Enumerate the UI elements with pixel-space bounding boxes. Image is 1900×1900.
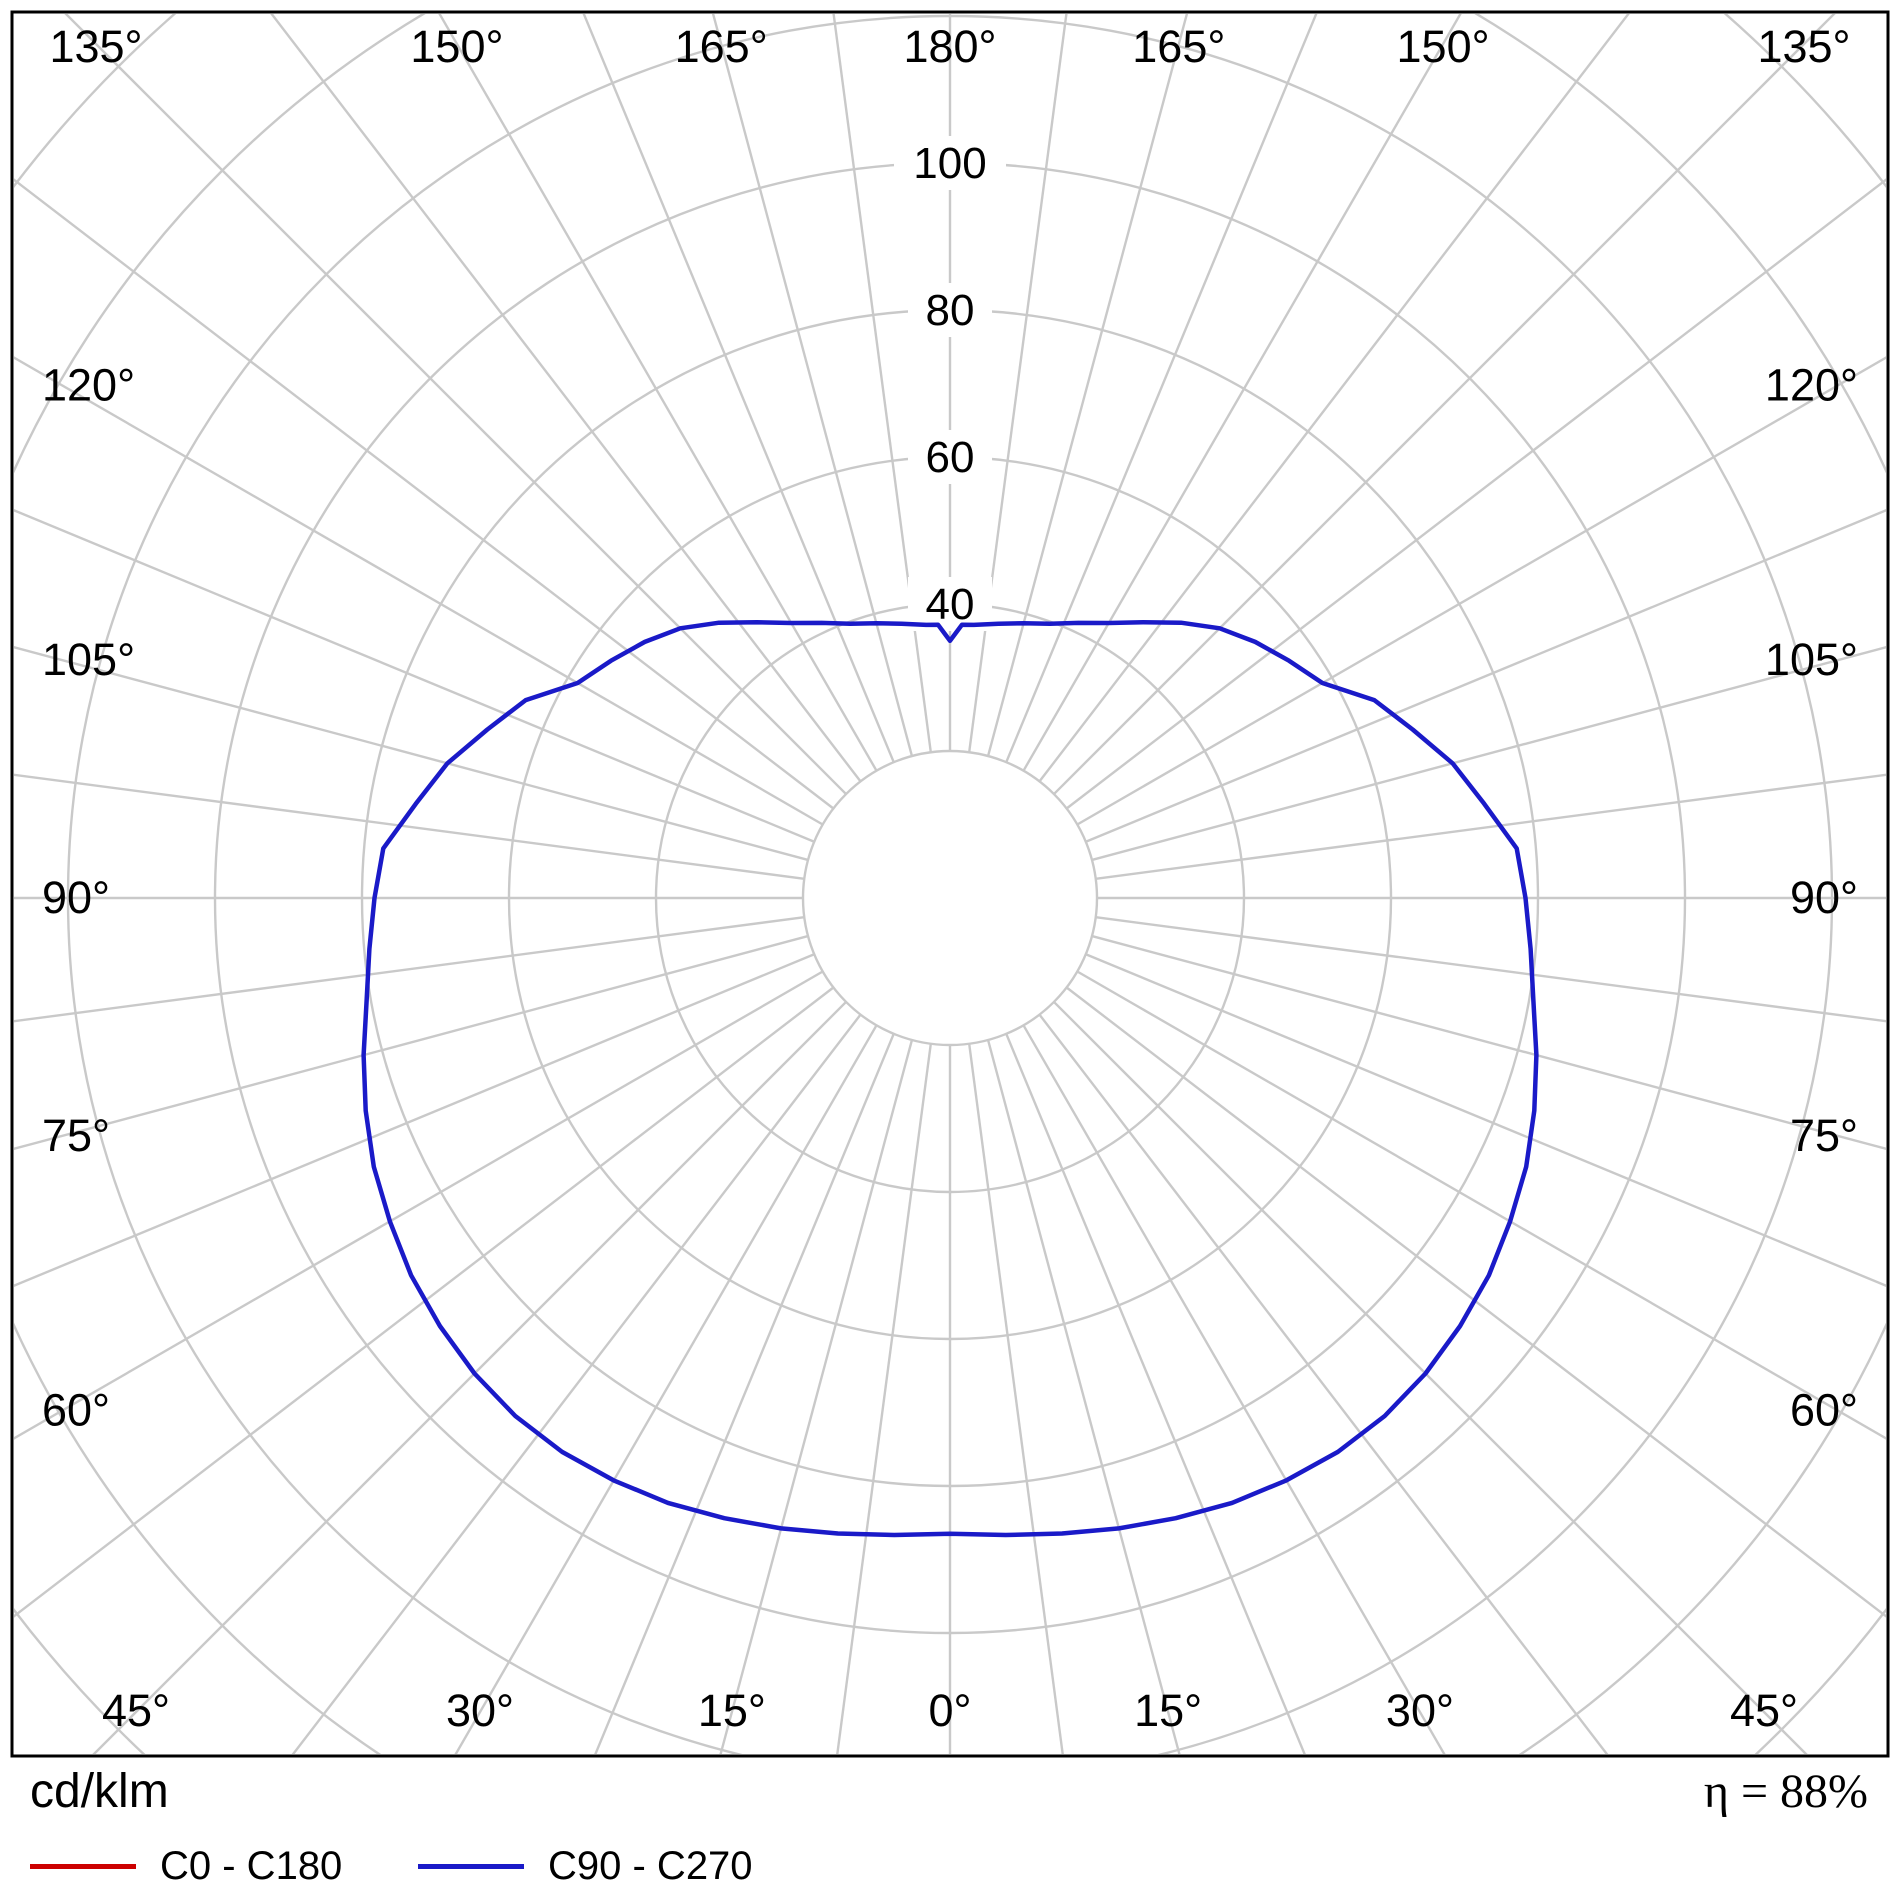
svg-text:80: 80	[926, 286, 975, 335]
legend-line-c90-c270-icon	[418, 1863, 524, 1869]
ring-label-backgrounds	[894, 136, 1006, 631]
svg-text:60°: 60°	[42, 1385, 110, 1436]
efficiency-label: η = 88%	[1703, 1765, 1868, 1818]
legend-item-c0-c180: C0 - C180	[30, 1840, 342, 1892]
svg-text:100: 100	[913, 139, 986, 188]
svg-text:45°: 45°	[1730, 1685, 1798, 1736]
curve-c90-c270	[361, 619, 1539, 1538]
legend-line-c0-c180-icon	[30, 1863, 136, 1869]
svg-text:40: 40	[926, 580, 975, 629]
svg-text:45°: 45°	[102, 1685, 170, 1736]
plot-border	[10, 10, 1890, 1758]
svg-text:0°: 0°	[928, 1685, 971, 1736]
svg-text:15°: 15°	[1134, 1685, 1202, 1736]
svg-text:60: 60	[926, 433, 975, 482]
svg-text:120°: 120°	[42, 359, 135, 410]
svg-text:105°: 105°	[1765, 634, 1858, 685]
legend: C0 - C180 C90 - C270	[0, 1840, 1900, 1896]
svg-text:165°: 165°	[675, 21, 768, 72]
svg-text:30°: 30°	[446, 1685, 514, 1736]
legend-item-c90-c270: C90 - C270	[418, 1840, 753, 1892]
legend-label-c90-c270: C90 - C270	[548, 1844, 753, 1888]
svg-text:180°: 180°	[903, 21, 996, 72]
svg-text:165°: 165°	[1132, 21, 1225, 72]
svg-text:30°: 30°	[1386, 1685, 1454, 1736]
svg-text:90°: 90°	[1790, 872, 1858, 923]
angle-labels: 0° 15° 15° 30° 30° 45° 45° 60° 60° 75° 75° 90° 90° 10…	[42, 21, 1858, 1736]
svg-text:120°: 120°	[1765, 359, 1858, 410]
svg-text:75°: 75°	[1790, 1110, 1858, 1161]
svg-text:150°: 150°	[1397, 21, 1490, 72]
svg-text:135°: 135°	[1757, 21, 1850, 72]
ring-labels: 40 60 80 100	[913, 139, 986, 629]
svg-text:75°: 75°	[42, 1110, 110, 1161]
legend-label-c0-c180: C0 - C180	[160, 1844, 343, 1888]
svg-text:150°: 150°	[410, 21, 503, 72]
units-label: cd/klm	[30, 1765, 169, 1818]
svg-text:90°: 90°	[42, 872, 110, 923]
svg-text:15°: 15°	[698, 1685, 766, 1736]
svg-text:105°: 105°	[42, 634, 135, 685]
svg-text:60°: 60°	[1790, 1385, 1858, 1436]
svg-text:135°: 135°	[49, 21, 142, 72]
